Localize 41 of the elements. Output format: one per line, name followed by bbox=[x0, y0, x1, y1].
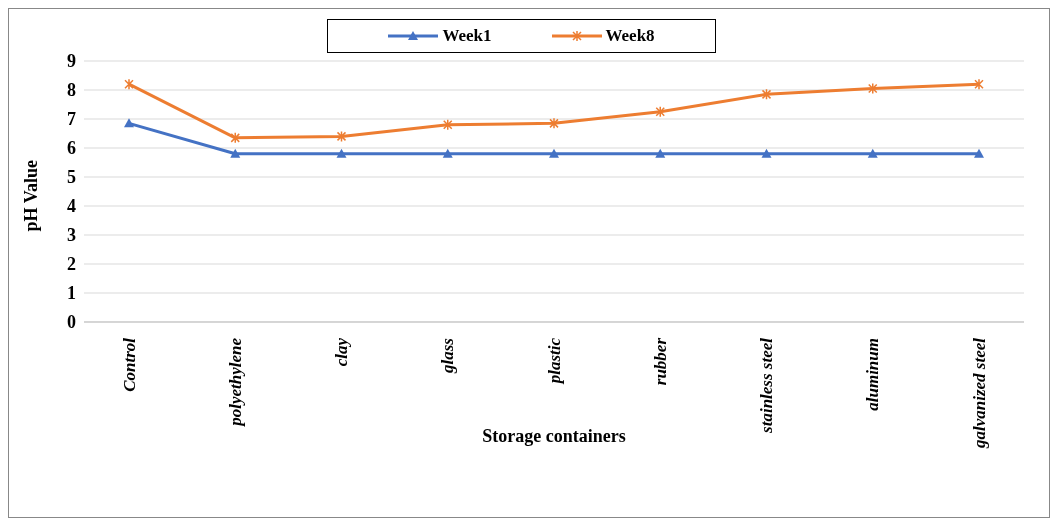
legend-label: Week8 bbox=[604, 26, 655, 46]
x-tick-label: clay bbox=[332, 337, 351, 367]
y-tick-label: 7 bbox=[67, 109, 76, 130]
x-tick-label: Control bbox=[119, 337, 139, 392]
y-tick-label: 1 bbox=[67, 283, 76, 304]
point bbox=[336, 130, 347, 143]
point bbox=[124, 78, 134, 90]
x-tick-label: aluminum bbox=[863, 338, 883, 411]
y-tick-label: 0 bbox=[67, 312, 76, 333]
y-tick-label: 4 bbox=[67, 196, 76, 217]
x-tick-label: polyethylene bbox=[225, 337, 245, 428]
point bbox=[549, 117, 559, 130]
point bbox=[230, 148, 241, 158]
point bbox=[761, 88, 772, 101]
y-tick-label: 2 bbox=[67, 254, 76, 275]
point bbox=[868, 82, 878, 95]
x-axis-title: Storage containers bbox=[482, 426, 626, 446]
point bbox=[124, 118, 134, 128]
point bbox=[230, 132, 240, 144]
point bbox=[336, 148, 347, 158]
y-tick-label: 3 bbox=[67, 225, 76, 246]
point bbox=[974, 78, 984, 90]
x-tick-label: galvanized steel bbox=[969, 337, 989, 450]
point bbox=[655, 148, 666, 158]
point bbox=[549, 148, 559, 158]
point bbox=[761, 148, 772, 158]
x-tick-label: stainless steel bbox=[757, 337, 776, 434]
y-tick-label: 6 bbox=[67, 138, 76, 159]
point bbox=[655, 106, 665, 118]
x-tick-label: glass bbox=[438, 337, 458, 374]
y-tick-label: 5 bbox=[67, 167, 76, 188]
point bbox=[443, 119, 453, 131]
y-axis-title: pH Value bbox=[21, 159, 42, 232]
y-tick-label: 9 bbox=[67, 51, 76, 72]
y-tick-label: 8 bbox=[67, 80, 76, 101]
x-tick-label: rubber bbox=[650, 337, 670, 386]
point bbox=[974, 148, 984, 158]
point bbox=[867, 148, 878, 158]
point bbox=[442, 148, 453, 158]
legend-label: Week1 bbox=[441, 26, 492, 46]
x-tick-label: plastic bbox=[544, 337, 564, 386]
